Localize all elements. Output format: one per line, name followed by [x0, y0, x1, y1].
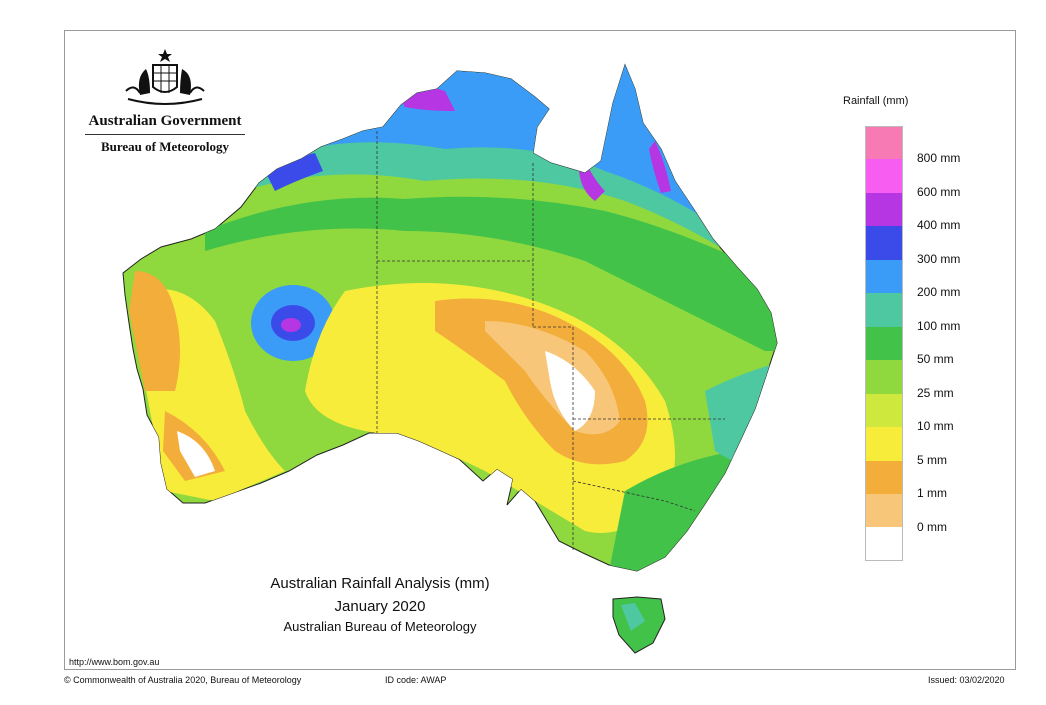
legend-swatch	[865, 159, 903, 193]
copyright-text: © Commonwealth of Australia 2020, Bureau…	[64, 675, 302, 685]
legend-label: 800 mm	[917, 151, 961, 166]
issued-date: Issued: 03/02/2020	[928, 675, 1005, 685]
id-code: ID code: AWAP	[385, 675, 447, 685]
legend-color-bar	[865, 126, 903, 561]
legend-label: 300 mm	[917, 251, 961, 266]
legend-swatch	[865, 527, 903, 561]
government-logo: Australian Government Bureau of Meteorol…	[85, 47, 245, 155]
legend-label: 600 mm	[917, 184, 961, 199]
legend-label: 1 mm	[917, 486, 947, 501]
legend-label: 25 mm	[917, 385, 954, 400]
legend-swatch	[865, 493, 903, 528]
bureau-name: Bureau of Meteorology	[100, 139, 230, 154]
rainfall-map	[122, 63, 778, 654]
legend-title: Rainfall (mm)	[843, 95, 909, 107]
map-period: January 2020	[334, 598, 426, 615]
legend-swatch	[865, 360, 903, 394]
map-frame: Australian Government Bureau of Meteorol…	[64, 30, 1016, 670]
legend-label: 200 mm	[917, 285, 961, 300]
map-source: Australian Bureau of Meteorology	[283, 619, 477, 634]
legend-swatch	[865, 460, 903, 494]
legend-label: 10 mm	[917, 419, 954, 434]
legend-swatch	[865, 192, 903, 227]
legend-swatch	[865, 226, 903, 260]
legend-swatch	[865, 427, 903, 461]
map-title: Australian Rainfall Analysis (mm)	[270, 575, 490, 592]
coat-of-arms-icon	[125, 49, 205, 105]
legend-swatch	[865, 326, 903, 361]
legend-label: 5 mm	[917, 452, 947, 467]
map-title-block: Australian Rainfall Analysis (mm) Januar…	[235, 575, 525, 634]
legend-swatch	[865, 126, 903, 160]
legend-label: 0 mm	[917, 519, 947, 534]
legend-label: 400 mm	[917, 218, 961, 233]
legend-swatch	[865, 259, 903, 294]
legend-label: 50 mm	[917, 352, 954, 367]
government-name: Australian Government	[85, 113, 245, 135]
legend-swatch	[865, 393, 903, 428]
legend-swatch	[865, 293, 903, 327]
legend-label: 100 mm	[917, 318, 961, 333]
bom-url-link[interactable]: http://www.bom.gov.au	[69, 657, 160, 667]
